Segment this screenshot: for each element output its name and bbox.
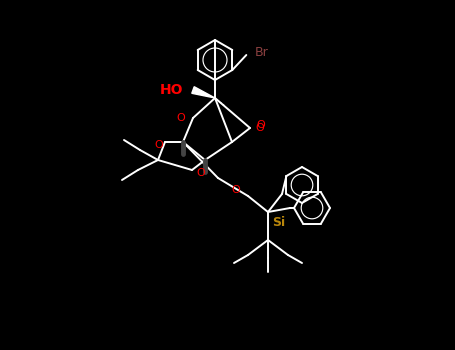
Text: O: O (196, 168, 205, 178)
Text: O: O (176, 113, 185, 123)
Text: O: O (255, 123, 264, 133)
Text: Si: Si (272, 216, 285, 229)
Text: Br: Br (254, 47, 268, 60)
Text: O: O (154, 140, 163, 150)
Text: O: O (231, 185, 240, 195)
Polygon shape (192, 87, 215, 98)
Text: HO: HO (160, 83, 183, 97)
Text: O: O (256, 120, 265, 130)
